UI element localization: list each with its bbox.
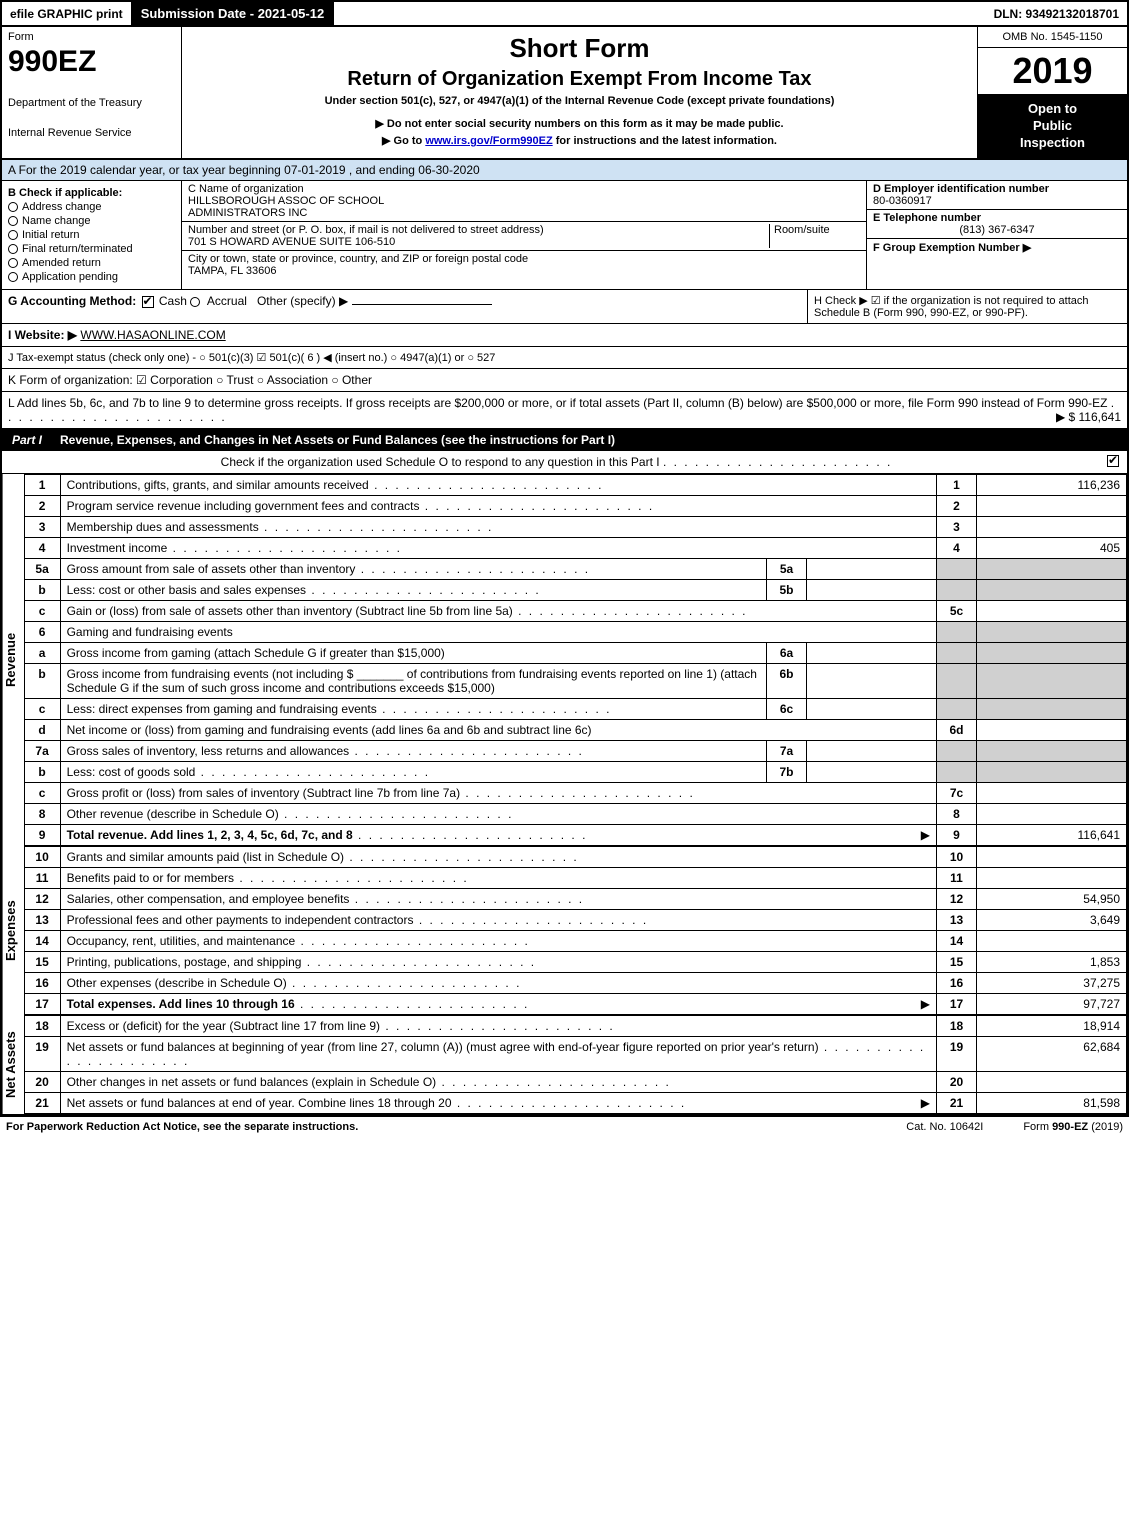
- inspect-l2: Public: [982, 118, 1123, 135]
- open-public-inspection: Open to Public Inspection: [978, 95, 1127, 158]
- chk-address-change[interactable]: Address change: [8, 201, 175, 213]
- other-label: Other (specify) ▶: [257, 294, 348, 308]
- footer-center: Cat. No. 10642I: [906, 1121, 983, 1133]
- section-b-title: B Check if applicable:: [8, 187, 122, 199]
- goto-line: ▶ Go to www.irs.gov/Form990EZ for instru…: [190, 134, 969, 147]
- addr-label: Number and street (or P. O. box, if mail…: [188, 224, 765, 236]
- efile-label: efile GRAPHIC print: [2, 3, 131, 25]
- org-name-label: C Name of organization: [188, 183, 860, 195]
- header-right: OMB No. 1545-1150 2019 Open to Public In…: [977, 27, 1127, 158]
- inspect-l3: Inspection: [982, 135, 1123, 152]
- dln-label: DLN: 93492132018701: [986, 3, 1127, 25]
- tel-label: E Telephone number: [873, 212, 981, 224]
- ein-value: 80-0360917: [873, 195, 1121, 207]
- revenue-vlabel: Revenue: [2, 474, 24, 846]
- website-label: I Website: ▶: [8, 328, 77, 342]
- goto-post: for instructions and the latest informat…: [553, 135, 777, 147]
- dept-irs: Internal Revenue Service: [8, 127, 175, 139]
- form-number: 990EZ: [8, 45, 175, 79]
- dept-treasury: Department of the Treasury: [8, 97, 175, 109]
- subtitle-section: Under section 501(c), 527, or 4947(a)(1)…: [190, 95, 969, 107]
- header-left: Form 990EZ Department of the Treasury In…: [2, 27, 182, 158]
- part-1-body: Revenue 1Contributions, gifts, grants, a…: [2, 474, 1127, 846]
- page-footer: For Paperwork Reduction Act Notice, see …: [0, 1116, 1129, 1137]
- group-exemption-label: F Group Exemption Number ▶: [873, 242, 1031, 254]
- goto-pre: ▶ Go to: [382, 135, 425, 147]
- ssn-warning: ▶ Do not enter social security numbers o…: [190, 117, 969, 130]
- irs-link[interactable]: www.irs.gov/Form990EZ: [425, 135, 552, 147]
- form-header: Form 990EZ Department of the Treasury In…: [2, 27, 1127, 160]
- website-value[interactable]: WWW.HASAONLINE.COM: [80, 328, 225, 342]
- line-g-label: G Accounting Method:: [8, 294, 136, 308]
- part-1-check-row: Check if the organization used Schedule …: [2, 451, 1127, 474]
- inspect-l1: Open to: [982, 101, 1123, 118]
- chk-amended-return[interactable]: Amended return: [8, 257, 175, 269]
- line-l-text: L Add lines 5b, 6c, and 7b to line 9 to …: [8, 396, 1107, 410]
- tel-value: (813) 367-6347: [873, 224, 1121, 236]
- topbar: efile GRAPHIC print Submission Date - 20…: [2, 2, 1127, 27]
- footer-left: For Paperwork Reduction Act Notice, see …: [6, 1121, 358, 1133]
- section-b: B Check if applicable: Address change Na…: [2, 181, 182, 289]
- revenue-table: 1Contributions, gifts, grants, and simil…: [24, 474, 1127, 846]
- info-block: B Check if applicable: Address change Na…: [2, 181, 1127, 290]
- header-center: Short Form Return of Organization Exempt…: [182, 27, 977, 158]
- city-value: TAMPA, FL 33606: [188, 265, 860, 277]
- chk-name-change[interactable]: Name change: [8, 215, 175, 227]
- org-name-2: ADMINISTRATORS INC: [188, 207, 860, 219]
- part-1-header: Part I Revenue, Expenses, and Changes in…: [2, 429, 1127, 451]
- title-short-form: Short Form: [190, 33, 969, 64]
- chk-final-return[interactable]: Final return/terminated: [8, 243, 175, 255]
- expenses-block: Expenses 10Grants and similar amounts pa…: [2, 846, 1127, 1015]
- chk-initial-return[interactable]: Initial return: [8, 229, 175, 241]
- netassets-table: 18Excess or (deficit) for the year (Subt…: [24, 1015, 1127, 1114]
- part-1-check-text: Check if the organization used Schedule …: [221, 455, 660, 469]
- form-word: Form: [8, 31, 175, 43]
- ein-label: D Employer identification number: [873, 183, 1049, 195]
- omb-number: OMB No. 1545-1150: [978, 27, 1127, 48]
- line-i: I Website: ▶ WWW.HASAONLINE.COM: [2, 324, 1127, 347]
- line-l-amount: ▶ $ 116,641: [1056, 410, 1121, 424]
- tax-year: 2019: [978, 48, 1127, 95]
- city-label: City or town, state or province, country…: [188, 253, 860, 265]
- org-name-1: HILLSBOROUGH ASSOC OF SCHOOL: [188, 195, 860, 207]
- part-1-label: Part I: [2, 429, 52, 451]
- cash-label: Cash: [159, 294, 187, 308]
- addr-value: 701 S HOWARD AVENUE SUITE 106-510: [188, 236, 765, 248]
- line-h: H Check ▶ ☑ if the organization is not r…: [807, 290, 1127, 323]
- netassets-block: Net Assets 18Excess or (deficit) for the…: [2, 1015, 1127, 1114]
- expenses-table: 10Grants and similar amounts paid (list …: [24, 846, 1127, 1015]
- section-c: C Name of organization HILLSBOROUGH ASSO…: [182, 181, 867, 289]
- section-d-e-f: D Employer identification number 80-0360…: [867, 181, 1127, 289]
- netassets-vlabel: Net Assets: [2, 1015, 24, 1114]
- line-a-calendar-year: A For the 2019 calendar year, or tax yea…: [2, 160, 1127, 181]
- chk-cash[interactable]: [142, 296, 154, 308]
- line-j: J Tax-exempt status (check only one) - ○…: [2, 347, 1127, 369]
- chk-accrual[interactable]: [190, 297, 200, 307]
- chk-application-pending[interactable]: Application pending: [8, 271, 175, 283]
- footer-right: Form 990-EZ (2019): [1023, 1121, 1123, 1133]
- part-1-title: Revenue, Expenses, and Changes in Net As…: [52, 429, 1127, 451]
- line-l: L Add lines 5b, 6c, and 7b to line 9 to …: [2, 392, 1127, 429]
- room-suite-label: Room/suite: [770, 224, 860, 248]
- expenses-vlabel: Expenses: [2, 846, 24, 1015]
- part-1-checkbox[interactable]: [1107, 455, 1119, 467]
- line-k: K Form of organization: ☑ Corporation ○ …: [2, 369, 1127, 392]
- accrual-label: Accrual: [207, 294, 247, 308]
- line-g-h-row: G Accounting Method: Cash Accrual Other …: [2, 290, 1127, 324]
- submission-date-button[interactable]: Submission Date - 2021-05-12: [131, 2, 335, 25]
- title-return: Return of Organization Exempt From Incom…: [190, 68, 969, 91]
- form-990ez-page: efile GRAPHIC print Submission Date - 20…: [0, 0, 1129, 1116]
